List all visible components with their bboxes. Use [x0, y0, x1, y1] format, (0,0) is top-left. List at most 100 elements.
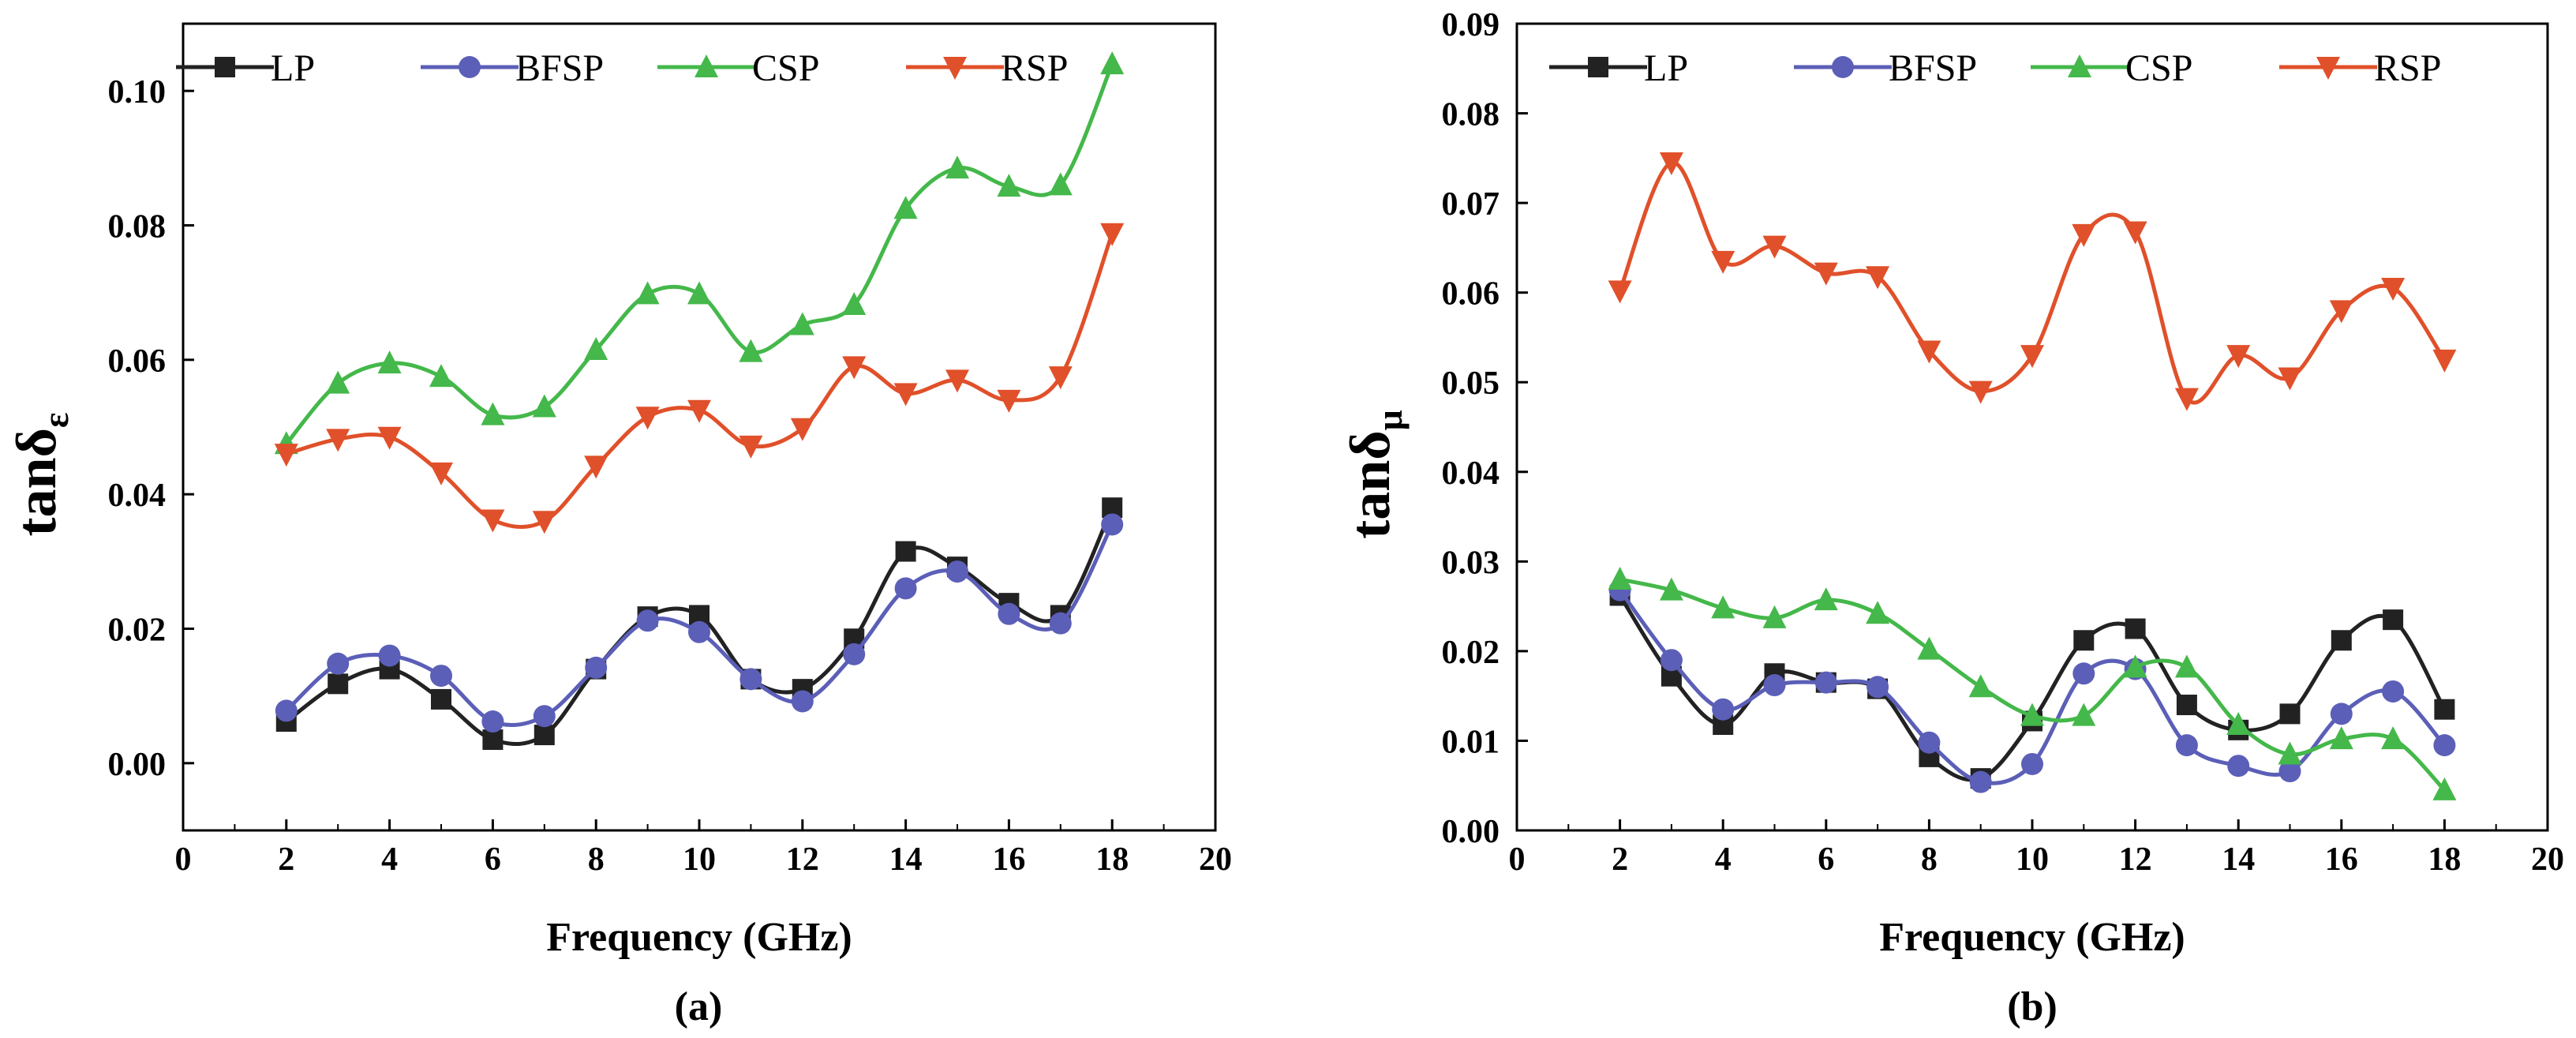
data-point-bfsp [1918, 731, 1941, 754]
legend-label: CSP [2125, 47, 2192, 89]
data-point-bfsp [946, 560, 968, 583]
y-tick-label: 0.06 [108, 343, 167, 380]
data-point-csp [2278, 741, 2302, 765]
legend-marker [459, 56, 481, 78]
data-point-bfsp [1763, 674, 1786, 697]
data-point-bfsp [2278, 760, 2301, 783]
series-csp [1608, 567, 2457, 800]
data-point-rsp [2072, 223, 2096, 247]
legend-item-rsp: RSP [2279, 47, 2441, 89]
data-point-rsp [1659, 152, 1683, 176]
data-point-bfsp [2382, 680, 2405, 703]
legend: LP BFSP CSP RSP [1549, 47, 2441, 89]
data-point-bfsp [843, 643, 866, 665]
legend-label: RSP [1001, 47, 1068, 89]
data-point-bfsp [636, 609, 659, 632]
data-point-rsp [532, 511, 556, 534]
data-point-csp [584, 337, 608, 361]
data-point-rsp [1048, 366, 1073, 390]
data-point-bfsp [378, 644, 401, 667]
y-tick-label: 0.00 [1442, 814, 1500, 850]
data-point-rsp [2174, 388, 2199, 411]
data-point-bfsp [688, 620, 710, 643]
data-point-csp [790, 312, 814, 335]
data-point-lp [431, 688, 451, 710]
data-point-csp [1100, 51, 1125, 75]
data-point-rsp [1762, 235, 1787, 259]
y-axis-title-subscript: ε [36, 412, 76, 428]
data-point-csp [945, 156, 969, 179]
legend-item-lp: LP [176, 47, 315, 89]
y-axis-title: tanδε [5, 412, 76, 536]
y-tick-label: 0.08 [1442, 97, 1500, 133]
data-point-csp [1762, 605, 1787, 628]
y-tick-label: 0.03 [1442, 545, 1500, 581]
y-axis-title: tanδμ [1339, 410, 1410, 538]
data-point-lp [2331, 630, 2352, 651]
data-point-csp [2123, 654, 2147, 678]
data-point-lp [482, 729, 504, 751]
legend-marker [943, 57, 967, 80]
data-point-lp [895, 541, 916, 562]
legend-item-bfsp: BFSP [421, 47, 604, 89]
data-point-csp [429, 364, 453, 388]
x-tick-label: 14 [2222, 841, 2255, 878]
data-point-bfsp [2433, 734, 2456, 757]
chart-panel-b: 0 2 4 6 8 10 12 14 16 18 20 0.00 0.01 0.02 0.03 0.04 0.0… [1339, 7, 2564, 1029]
legend-marker [1588, 57, 1608, 77]
data-point-rsp [2020, 345, 2044, 369]
x-tick-label: 6 [485, 841, 501, 878]
y-tick-label: 0.01 [1442, 724, 1500, 760]
data-point-csp [1048, 172, 1073, 196]
data-point-bfsp [998, 602, 1020, 625]
x-axis-title: Frequency (GHz) [546, 915, 852, 960]
data-point-bfsp [1660, 649, 1683, 672]
x-tick-label: 18 [2428, 841, 2461, 878]
y-tick-label: 0.07 [1442, 186, 1500, 223]
data-point-csp [2432, 777, 2457, 800]
data-point-rsp [1608, 280, 1632, 304]
data-point-csp [1968, 674, 1993, 698]
data-point-rsp [893, 383, 918, 407]
data-point-bfsp [2072, 662, 2095, 685]
x-tick-label: 4 [381, 841, 398, 878]
data-point-csp [842, 291, 867, 315]
x-tick-label: 6 [1818, 841, 1834, 878]
legend-item-csp: CSP [2031, 47, 2192, 89]
legend-marker [695, 54, 718, 77]
data-point-csp [532, 394, 556, 418]
data-point-csp [2174, 654, 2199, 678]
series-rsp [1608, 152, 2457, 411]
data-point-bfsp [1814, 671, 1837, 694]
data-point-bfsp [2175, 734, 2198, 757]
plot-frame [182, 22, 1217, 832]
x-tick-label: 2 [1612, 841, 1628, 878]
data-point-rsp [1968, 380, 1993, 404]
data-point-csp [1659, 577, 1683, 601]
legend-label: CSP [752, 47, 819, 89]
data-point-rsp [429, 462, 453, 485]
data-point-rsp [1100, 223, 1125, 246]
data-point-bfsp [1101, 513, 1124, 536]
y-tick-label: 0.05 [1442, 365, 1500, 402]
y-tick-label: 0.04 [108, 478, 167, 514]
legend-item-bfsp: BFSP [1794, 47, 1977, 89]
data-point-rsp [997, 389, 1021, 413]
data-point-csp [377, 350, 402, 374]
data-point-rsp [2123, 221, 2147, 245]
x-tick-label: 4 [1715, 841, 1732, 878]
data-point-bfsp [327, 652, 350, 675]
data-point-bfsp [430, 665, 452, 688]
data-point-csp [687, 281, 711, 305]
data-point-bfsp [1049, 612, 1072, 635]
y-axis-title-subscript: μ [1369, 410, 1410, 430]
legend-item-rsp: RSP [906, 47, 1068, 89]
data-point-rsp [945, 369, 969, 393]
legend-marker [2068, 54, 2091, 77]
series-line-rsp [284, 231, 1114, 530]
x-tick-label: 16 [992, 841, 1025, 878]
x-tick-label: 18 [1095, 841, 1129, 878]
x-tick-label: 10 [2016, 841, 2049, 878]
x-tick-label: 0 [1509, 841, 1526, 878]
legend: LP BFSP CSP RSP [176, 47, 1068, 89]
